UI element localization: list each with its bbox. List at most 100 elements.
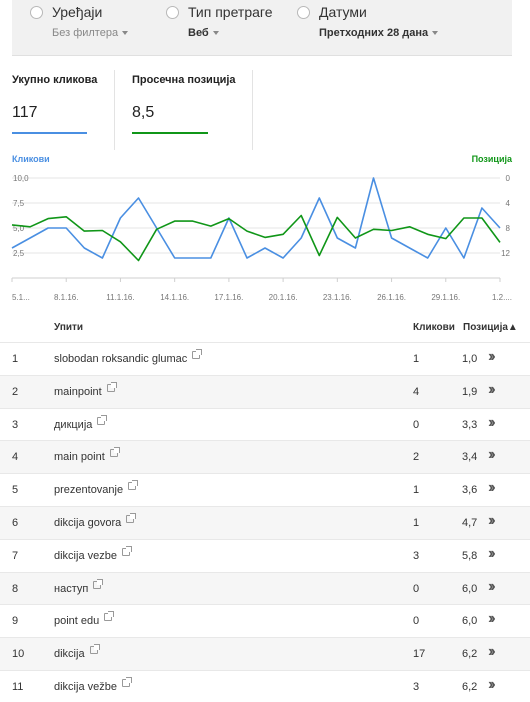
chevron-right-icon[interactable]: ›› — [488, 643, 495, 661]
external-link-icon[interactable] — [121, 545, 132, 556]
row-rank: 7 — [12, 549, 19, 562]
query-text: дикција — [54, 418, 93, 431]
row-rank: 1 — [12, 353, 19, 365]
query-link[interactable]: дикција — [54, 414, 108, 431]
filter-devices-dropdown[interactable]: Без филтера — [52, 27, 129, 39]
column-header-clicks[interactable]: Кликови — [413, 322, 455, 333]
row-position: 5,8 — [462, 549, 478, 562]
query-link[interactable]: prezentovanje — [54, 480, 139, 497]
chevron-right-icon[interactable]: ›› — [488, 544, 495, 562]
external-link-icon[interactable] — [128, 480, 139, 491]
row-clicks: 0 — [413, 582, 420, 595]
row-position: 3,4 — [462, 451, 478, 464]
table-row[interactable]: 5 prezentovanje 1 3,6 ›› — [0, 473, 530, 506]
query-text: point edu — [54, 615, 100, 628]
right-tick-label: 4 — [506, 199, 511, 208]
external-link-icon[interactable] — [109, 447, 120, 458]
row-clicks: 4 — [413, 385, 420, 398]
external-link-icon[interactable] — [126, 512, 137, 523]
query-link[interactable]: dikcija vežbe — [54, 676, 132, 693]
filter-dates-label: Датуми — [319, 4, 367, 20]
metric-avg-position-underline — [132, 132, 208, 134]
row-position: 1,9 — [462, 385, 478, 398]
table-row[interactable]: 11 dikcija vežbe 3 6,2 ›› — [0, 669, 530, 702]
query-text: наступ — [54, 582, 89, 595]
query-link[interactable]: dikcija — [54, 644, 100, 660]
external-link-icon[interactable] — [93, 578, 104, 589]
x-tick-label: 20.1.16. — [269, 293, 298, 302]
metric-total-clicks-label: Укупно кликова — [12, 74, 98, 86]
filter-search-type-value: Веб — [188, 27, 209, 39]
external-link-icon[interactable] — [121, 676, 132, 687]
query-text: mainpoint — [54, 385, 102, 398]
table-row[interactable]: 4 main point 2 3,4 ›› — [0, 440, 530, 474]
x-tick-label: 29.1.16. — [431, 293, 460, 302]
filter-devices-value: Без филтера — [52, 27, 119, 39]
chevron-right-icon[interactable]: ›› — [488, 610, 495, 628]
query-link[interactable]: main point — [54, 447, 120, 464]
query-link[interactable]: slobodan roksandic glumac — [54, 349, 203, 365]
chevron-right-icon[interactable]: ›› — [488, 577, 495, 595]
query-link[interactable]: dikcija govora — [54, 512, 137, 529]
column-header-position[interactable]: Позиција▲ — [463, 322, 518, 333]
query-link[interactable]: point edu — [54, 611, 115, 628]
table-row[interactable]: 7 dikcija vezbe 3 5,8 ›› — [0, 538, 530, 572]
external-link-icon[interactable] — [89, 644, 100, 655]
chevron-right-icon[interactable]: ›› — [488, 413, 495, 431]
row-position: 6,0 — [462, 582, 478, 595]
table-row[interactable]: 3 дикција 0 3,3 ›› — [0, 407, 530, 441]
query-link[interactable]: mainpoint — [54, 381, 117, 398]
filter-dates-value: Претходних 28 дана — [319, 27, 429, 39]
query-link[interactable]: наступ — [54, 578, 104, 595]
radio-icon[interactable] — [297, 6, 310, 19]
row-clicks: 1 — [413, 484, 420, 497]
chevron-down-icon — [122, 31, 129, 36]
left-tick-label: 2,5 — [13, 249, 25, 258]
table-row[interactable]: 1 slobodan roksandic glumac 1 1,0 ›› — [0, 342, 530, 375]
table-row[interactable]: 2 mainpoint 4 1,9 ›› — [0, 374, 530, 408]
query-text: prezentovanje — [54, 484, 124, 497]
table-row[interactable]: 9 point edu 0 6,0 ›› — [0, 604, 530, 637]
column-header-queries[interactable]: Упити — [54, 322, 84, 333]
row-clicks: 0 — [413, 615, 420, 628]
row-rank: 5 — [12, 484, 19, 497]
table-row[interactable]: 10 dikcija 17 6,2 ›› — [0, 637, 530, 670]
table-header: Упити Кликови Позиција▲ — [0, 318, 530, 340]
x-tick-label: 11.1.16. — [106, 293, 134, 302]
left-tick-label: 10,0 — [13, 174, 29, 183]
radio-icon[interactable] — [30, 6, 43, 19]
metric-avg-position[interactable]: Просечна позиција 8,5 — [132, 74, 236, 136]
external-link-icon[interactable] — [106, 381, 117, 392]
chevron-right-icon[interactable]: ›› — [488, 479, 495, 497]
query-text: main point — [54, 451, 105, 464]
external-link-icon[interactable] — [97, 414, 108, 425]
row-position: 3,3 — [462, 418, 478, 431]
query-link[interactable]: dikcija vezbe — [54, 545, 132, 562]
x-tick-label: 23.1.16. — [323, 293, 352, 302]
right-axis-label: Позиција — [472, 154, 513, 164]
metric-total-clicks[interactable]: Укупно кликова 117 — [12, 74, 97, 136]
row-position: 4,7 — [462, 516, 478, 529]
chevron-right-icon[interactable]: ›› — [488, 380, 495, 398]
chevron-down-icon — [212, 31, 219, 36]
left-tick-label: 7,5 — [13, 199, 25, 208]
filter-search-type-dropdown[interactable]: Веб — [188, 27, 219, 39]
chevron-right-icon[interactable]: ›› — [488, 511, 495, 529]
external-link-icon[interactable] — [192, 349, 203, 359]
right-tick-label: 8 — [506, 224, 511, 233]
metric-total-clicks-value: 117 — [12, 104, 38, 121]
filter-dates-dropdown[interactable]: Претходних 28 дана — [319, 27, 439, 39]
left-tick-label: 5,0 — [13, 224, 25, 233]
chevron-right-icon[interactable]: ›› — [488, 446, 495, 464]
chevron-right-icon[interactable]: ›› — [488, 348, 495, 365]
table-row[interactable]: 8 наступ 0 6,0 ›› — [0, 571, 530, 605]
chevron-right-icon[interactable]: ›› — [488, 675, 495, 693]
metric-avg-position-label: Просечна позиција — [132, 74, 236, 86]
row-rank: 6 — [12, 516, 19, 529]
row-clicks: 3 — [413, 549, 420, 562]
position-series-line — [11, 214, 501, 262]
radio-icon[interactable] — [166, 6, 179, 19]
external-link-icon[interactable] — [104, 611, 115, 622]
chevron-down-icon — [432, 31, 439, 36]
table-row[interactable]: 6 dikcija govora 1 4,7 ›› — [0, 505, 530, 539]
